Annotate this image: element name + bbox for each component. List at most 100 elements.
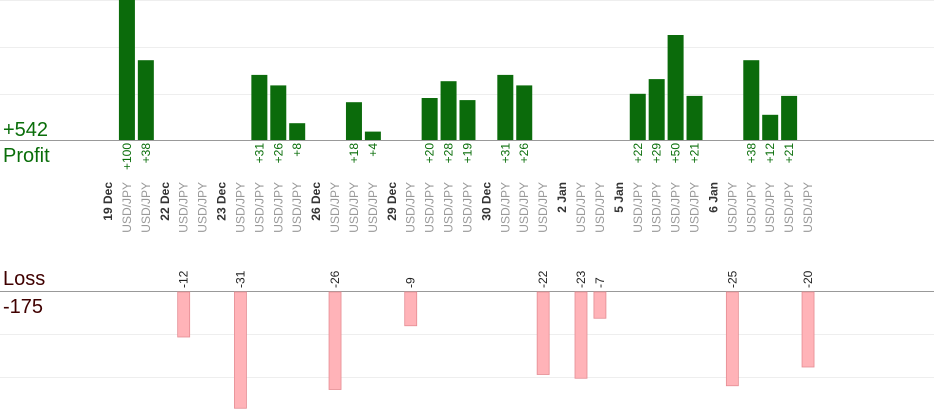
- pair-label: USD/JPY: [366, 182, 380, 233]
- profit-value-label: +21: [782, 143, 796, 164]
- pair-label: USD/JPY: [517, 182, 531, 233]
- loss-value-label: -9: [404, 277, 418, 288]
- loss-value-label: -26: [328, 270, 342, 288]
- profit-value-label: +26: [271, 143, 285, 164]
- pair-label: USD/JPY: [536, 182, 550, 233]
- pair-label: USD/JPY: [782, 182, 796, 233]
- profit-value-label: +20: [423, 143, 437, 164]
- loss-bar: [574, 291, 588, 379]
- loss-value-label: -12: [177, 270, 191, 288]
- pair-label: USD/JPY: [328, 182, 342, 233]
- loss-bar: [177, 291, 191, 338]
- profit-value-label: +8: [290, 143, 304, 157]
- date-label: 22 Dec: [158, 182, 172, 221]
- pair-label: USD/JPY: [290, 182, 304, 233]
- profit-value-label: +38: [139, 143, 153, 164]
- pair-label: USD/JPY: [404, 182, 418, 233]
- profit-bar: [345, 102, 362, 140]
- profit-bar: [497, 74, 514, 140]
- profit-bar: [289, 123, 306, 140]
- profit-bar: [118, 0, 135, 140]
- pair-label: USD/JPY: [233, 182, 247, 233]
- profit-bar: [137, 60, 154, 141]
- date-label: 6 Jan: [706, 182, 720, 213]
- date-label: 26 Dec: [309, 182, 323, 221]
- pair-label: USD/JPY: [725, 182, 739, 233]
- loss-bar: [234, 291, 247, 409]
- profit-value-label: +22: [631, 143, 645, 164]
- loss-value-label: -25: [725, 270, 739, 288]
- date-label: 29 Dec: [385, 182, 399, 221]
- profit-value-label: +18: [347, 143, 361, 164]
- loss-value-label: -20: [801, 270, 815, 288]
- profit-value-label: +4: [366, 143, 380, 157]
- profit-bar: [686, 95, 703, 140]
- pair-label: USD/JPY: [460, 182, 474, 233]
- profit-bar: [251, 74, 268, 140]
- pair-label: USD/JPY: [271, 182, 285, 233]
- profit-value-label: +38: [744, 143, 758, 164]
- pair-label: USD/JPY: [442, 182, 456, 233]
- profit-value-label: +19: [460, 143, 474, 164]
- bars: [118, 0, 815, 409]
- profit-value-label: +31: [498, 143, 512, 164]
- loss-value-label: -31: [233, 270, 247, 288]
- pair-label: USD/JPY: [669, 182, 683, 233]
- pair-label: USD/JPY: [120, 182, 134, 233]
- loss-value-label: -7: [593, 277, 607, 288]
- loss-bar: [725, 291, 739, 387]
- date-label: 5 Jan: [612, 182, 626, 213]
- pair-label: USD/JPY: [347, 182, 361, 233]
- pair-label: USD/JPY: [252, 182, 266, 233]
- profit-value-label: +31: [252, 143, 266, 164]
- loss-value-label: -22: [536, 270, 550, 288]
- pair-label: USD/JPY: [574, 182, 588, 233]
- profit-total: +542: [3, 119, 49, 141]
- date-label: 2 Jan: [555, 182, 569, 213]
- pair-label: USD/JPY: [631, 182, 645, 233]
- profit-bar: [421, 98, 438, 140]
- date-label: 30 Dec: [479, 182, 493, 221]
- labels: 19 Dec USD/JPY +100 USD/JPY +38 22 Dec USD/JPY…: [101, 143, 815, 288]
- pair-label: USD/JPY: [139, 182, 153, 233]
- loss-label: Loss: [3, 268, 46, 290]
- profit-value-label: +28: [442, 143, 456, 164]
- gridlines: [0, 0, 934, 378]
- pair-label: USD/JPY: [744, 182, 758, 233]
- profit-bar: [516, 85, 533, 140]
- profit-bar: [459, 100, 476, 140]
- loss-total: -175: [3, 296, 44, 318]
- profit-bar: [648, 79, 665, 140]
- profit-bar: [743, 60, 760, 141]
- date-label: 23 Dec: [215, 182, 229, 221]
- profit-value-label: +50: [669, 143, 683, 164]
- profit-value-label: +29: [650, 143, 664, 164]
- profit-bar: [364, 131, 381, 140]
- pair-label: USD/JPY: [177, 182, 191, 233]
- loss-value-label: -23: [574, 270, 588, 288]
- profit-bar: [440, 81, 457, 140]
- pair-label: USD/JPY: [763, 182, 777, 233]
- pair-label: USD/JPY: [593, 182, 607, 233]
- loss-bar: [593, 291, 607, 319]
- date-label: 19 Dec: [101, 182, 115, 221]
- profit-bar: [270, 85, 287, 140]
- profit-bar: [762, 114, 779, 140]
- pair-label: USD/JPY: [688, 182, 702, 233]
- loss-bar: [404, 291, 418, 327]
- profit-label: Profit: [3, 145, 50, 167]
- pair-label: USD/JPY: [650, 182, 664, 233]
- pair-label: USD/JPY: [423, 182, 437, 233]
- pair-label: USD/JPY: [801, 182, 815, 233]
- loss-bar: [801, 291, 815, 368]
- loss-bar: [328, 291, 342, 390]
- profit-bar: [781, 95, 798, 140]
- profit-bar: [629, 93, 646, 140]
- profit-bar: [667, 35, 684, 140]
- profit-value-label: +26: [517, 143, 531, 164]
- pair-label: USD/JPY: [196, 182, 210, 233]
- profit-value-label: +12: [763, 143, 777, 164]
- profit-value-label: +21: [688, 143, 702, 164]
- profit-value-label: +100: [120, 143, 134, 170]
